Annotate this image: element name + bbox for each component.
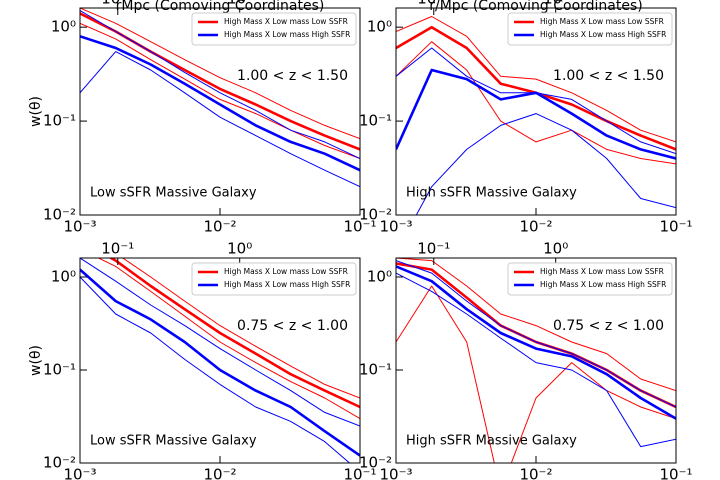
x2-tick-label: 10⁰ [543, 240, 568, 258]
y-tick-label: 10⁰ [51, 267, 76, 285]
sample-annotation: High sSFR Massive Galaxy [406, 434, 577, 449]
x-tick-label: 10⁻² [519, 466, 552, 480]
redshift-annotation: 0.75 < z < 1.00 [553, 318, 664, 334]
legend-label: High Mass X Low mass Low SSFR [540, 267, 664, 276]
y-tick-label: 10⁻¹ [359, 112, 392, 130]
x-tick-label: 10⁻³ [379, 218, 412, 236]
x2-tick-label: 10⁰ [227, 0, 252, 8]
series-line [396, 16, 676, 143]
series-line [396, 25, 676, 151]
legend-box [191, 262, 357, 296]
y-tick-label: 10⁻¹ [43, 360, 76, 378]
x2-tick-label: 10⁻¹ [417, 240, 450, 258]
y-tick-label: 10⁻¹ [359, 360, 392, 378]
series-line [396, 285, 676, 463]
legend-label: High Mass X Low mass High SSFR [540, 280, 666, 289]
y-tick-label: 10⁰ [367, 267, 392, 285]
y-tick-label: 10⁰ [367, 18, 392, 36]
x-tick-label: 10⁻³ [63, 466, 96, 480]
y-tick-label: 10⁻² [359, 454, 392, 472]
series-line [396, 272, 676, 448]
legend-label: High Mass X Low mass High SSFR [540, 30, 666, 39]
legend-label: High Mass X Low mass Low SSFR [224, 267, 348, 276]
sample-annotation: Low sSFR Massive Galaxy [90, 434, 257, 449]
x2-tick-label: 10⁻¹ [101, 240, 134, 258]
x2-tick-label: 10⁰ [543, 0, 568, 8]
y-tick-label: 10⁻² [43, 206, 76, 224]
series-line [396, 68, 676, 160]
series-line [396, 47, 676, 155]
x2-tick-label: 10⁻¹ [101, 0, 134, 8]
series-line [80, 10, 360, 159]
legend-label: High Mass X Low mass High SSFR [224, 280, 350, 289]
x-tick-label: 10⁻¹ [343, 466, 376, 480]
legend-box [507, 12, 673, 46]
sample-annotation: Low sSFR Massive Galaxy [90, 186, 257, 201]
y-tick-label: 10⁻¹ [43, 112, 76, 130]
x2-axis-label: r/Mpc (Comoving Coordinates) [429, 0, 642, 14]
series-line [80, 51, 360, 188]
redshift-annotation: 1.00 < z < 1.50 [237, 68, 348, 84]
legend-label: High Mass X Low mass Low SSFR [540, 17, 664, 26]
series-line [415, 113, 676, 215]
x2-axis-label: rMpc (Comoving Coordinates) [116, 0, 325, 14]
series-line [80, 268, 360, 457]
sample-annotation: High sSFR Massive Galaxy [406, 186, 577, 201]
series-line [80, 258, 360, 427]
series-line [396, 260, 676, 408]
series-line [108, 258, 360, 409]
legend-label: High Mass X Low mass Low SSFR [224, 17, 348, 26]
x-tick-label: 10⁻¹ [659, 218, 692, 236]
series-line [80, 8, 360, 140]
series-line [80, 276, 351, 463]
panel: 10⁻³10⁻²10⁻¹10⁻¹10⁰10⁻²10⁻¹10⁰θ(°)w(θ)0.… [28, 240, 377, 480]
redshift-annotation: 1.00 < z < 1.50 [553, 68, 664, 84]
x-tick-label: 10⁻³ [379, 466, 412, 480]
x-tick-label: 10⁻³ [63, 218, 96, 236]
x-tick-label: 10⁻² [203, 218, 236, 236]
series-line [396, 258, 676, 392]
x2-tick-label: 10⁻¹ [417, 0, 450, 8]
y-tick-label: 10⁰ [51, 18, 76, 36]
x-tick-label: 10⁻² [519, 218, 552, 236]
series-line [80, 35, 360, 172]
y-axis-label: w(θ) [28, 96, 44, 127]
series-line [396, 41, 676, 165]
y-axis-label: w(θ) [28, 345, 44, 376]
series-line [396, 265, 676, 420]
redshift-annotation: 0.75 < z < 1.00 [237, 318, 348, 334]
legend-box [507, 262, 673, 296]
series-line [97, 258, 360, 420]
legend-box [191, 12, 357, 46]
legend-label: High Mass X Low mass High SSFR [224, 30, 350, 39]
x2-tick-label: 10⁰ [227, 240, 252, 258]
x-tick-label: 10⁻² [203, 466, 236, 480]
series-line [121, 258, 360, 399]
x-tick-label: 10⁻¹ [343, 218, 376, 236]
x-tick-label: 10⁻¹ [659, 466, 692, 480]
series-line [80, 22, 360, 159]
y-tick-label: 10⁻² [359, 206, 392, 224]
y-tick-label: 10⁻² [43, 454, 76, 472]
